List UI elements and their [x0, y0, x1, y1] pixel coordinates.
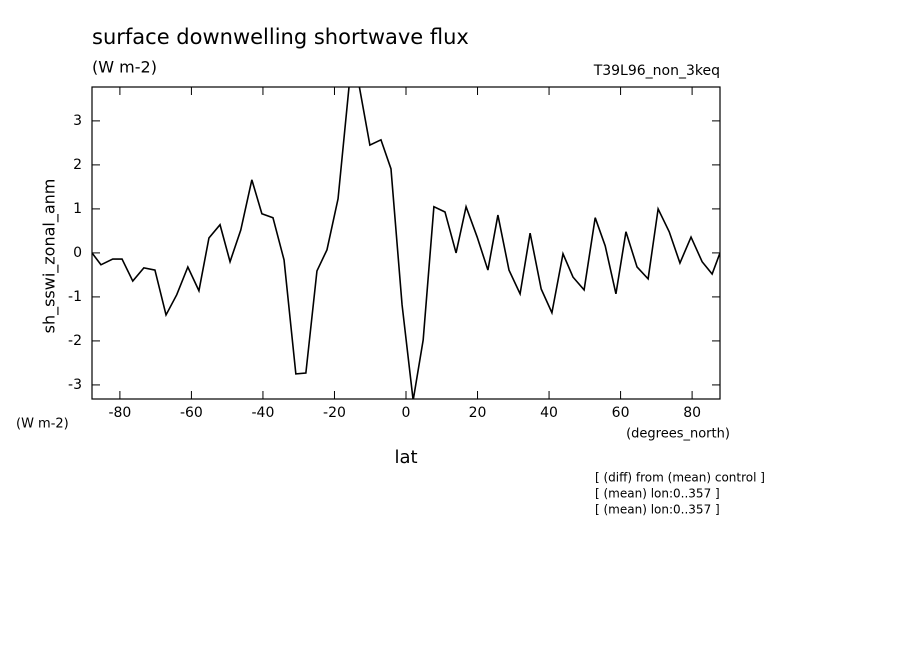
y-units: (W m-2) [16, 417, 69, 432]
x-tick-label: -20 [323, 405, 346, 421]
y-tick-label: 2 [73, 157, 82, 173]
x-axis-label: lat [394, 447, 417, 468]
units: (W m-2) [92, 58, 157, 77]
plot-frame [91, 86, 721, 400]
note: [ (diff) from (mean) control ] [595, 471, 765, 485]
x-tick-label: -40 [252, 405, 275, 421]
note: [ (mean) lon:0..357 ] [595, 503, 720, 517]
dataset: T39L96_non_3keq [593, 63, 720, 79]
x-tick-label: 80 [683, 405, 701, 421]
y-tick-label: -3 [68, 377, 82, 393]
y-tick-label: -1 [68, 289, 82, 305]
x-tick-label: 40 [540, 405, 558, 421]
y-tick-label: -2 [68, 333, 82, 349]
y-tick-label: 1 [73, 201, 82, 217]
note: [ (mean) lon:0..357 ] [595, 487, 720, 501]
y-tick-label: 3 [73, 113, 82, 129]
data-line [92, 87, 720, 399]
x-tick-label: -80 [108, 405, 131, 421]
chart-title: surface downwelling shortwave flux [92, 25, 469, 49]
y-axis-label: sh_sswi_zonal_anm [40, 179, 60, 334]
x-tick-label: 20 [469, 405, 487, 421]
x-tick-label: -60 [180, 405, 203, 421]
x-tick-label: 0 [402, 405, 411, 421]
y-tick-label: 0 [73, 245, 82, 261]
x-units: (degrees_north) [626, 427, 730, 442]
x-tick-label: 60 [612, 405, 630, 421]
